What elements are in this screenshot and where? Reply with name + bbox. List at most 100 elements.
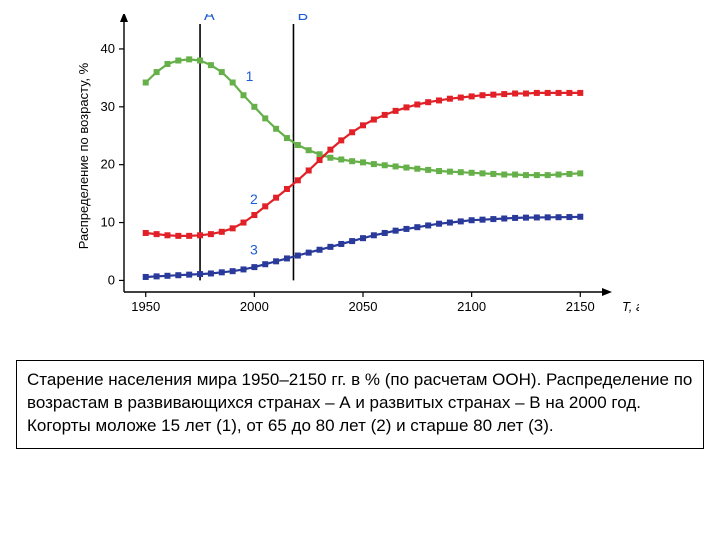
marker-series-3 bbox=[403, 226, 409, 232]
marker-series-3 bbox=[556, 214, 562, 220]
marker-series-1 bbox=[490, 171, 496, 177]
marker-series-2 bbox=[327, 147, 333, 153]
marker-series-2 bbox=[512, 90, 518, 96]
marker-series-1 bbox=[154, 69, 160, 75]
marker-series-1 bbox=[360, 159, 366, 165]
marker-series-2 bbox=[403, 104, 409, 110]
vline-label-B: B bbox=[297, 14, 308, 24]
marker-series-2 bbox=[534, 90, 540, 96]
caption-box: Старение населения мира 1950–2150 гг. в … bbox=[16, 360, 704, 449]
marker-series-1 bbox=[447, 169, 453, 175]
marker-series-3 bbox=[197, 271, 203, 277]
series-label-1: 1 bbox=[246, 68, 254, 84]
marker-series-2 bbox=[436, 97, 442, 103]
marker-series-2 bbox=[393, 108, 399, 114]
marker-series-2 bbox=[566, 90, 572, 96]
marker-series-2 bbox=[458, 95, 464, 101]
marker-series-1 bbox=[577, 170, 583, 176]
marker-series-2 bbox=[295, 177, 301, 183]
marker-series-1 bbox=[425, 167, 431, 173]
marker-series-2 bbox=[164, 232, 170, 238]
marker-series-3 bbox=[480, 217, 486, 223]
marker-series-2 bbox=[382, 112, 388, 118]
marker-series-3 bbox=[534, 214, 540, 220]
marker-series-2 bbox=[262, 203, 268, 209]
marker-series-3 bbox=[186, 272, 192, 278]
svg-text:10: 10 bbox=[101, 215, 115, 230]
marker-series-1 bbox=[371, 161, 377, 167]
marker-series-2 bbox=[360, 122, 366, 128]
marker-series-3 bbox=[317, 247, 323, 253]
svg-text:30: 30 bbox=[101, 99, 115, 114]
marker-series-2 bbox=[349, 129, 355, 135]
marker-series-1 bbox=[556, 172, 562, 178]
marker-series-3 bbox=[490, 216, 496, 222]
marker-series-3 bbox=[523, 215, 529, 221]
marker-series-1 bbox=[523, 172, 529, 178]
svg-text:2050: 2050 bbox=[349, 299, 378, 314]
marker-series-1 bbox=[273, 126, 279, 132]
marker-series-3 bbox=[501, 216, 507, 222]
marker-series-2 bbox=[414, 101, 420, 107]
marker-series-2 bbox=[469, 93, 475, 99]
marker-series-3 bbox=[262, 261, 268, 267]
marker-series-2 bbox=[306, 167, 312, 173]
line-chart: 01020304019502000205021002150T, годыРасп… bbox=[72, 14, 639, 344]
marker-series-2 bbox=[425, 99, 431, 105]
series-label-2: 2 bbox=[250, 191, 258, 207]
marker-series-2 bbox=[490, 92, 496, 98]
marker-series-3 bbox=[577, 214, 583, 220]
series-label-3: 3 bbox=[250, 241, 258, 257]
marker-series-2 bbox=[273, 195, 279, 201]
marker-series-1 bbox=[284, 135, 290, 141]
marker-series-1 bbox=[317, 151, 323, 157]
marker-series-1 bbox=[349, 158, 355, 164]
marker-series-3 bbox=[175, 272, 181, 278]
marker-series-1 bbox=[382, 162, 388, 168]
marker-series-1 bbox=[164, 61, 170, 67]
marker-series-1 bbox=[230, 80, 236, 86]
marker-series-1 bbox=[262, 115, 268, 121]
marker-series-1 bbox=[458, 169, 464, 175]
marker-series-3 bbox=[545, 214, 551, 220]
marker-series-1 bbox=[545, 172, 551, 178]
marker-series-1 bbox=[208, 62, 214, 68]
marker-series-1 bbox=[251, 104, 257, 110]
marker-series-1 bbox=[306, 147, 312, 153]
marker-series-1 bbox=[414, 166, 420, 172]
marker-series-3 bbox=[273, 258, 279, 264]
marker-series-2 bbox=[230, 225, 236, 231]
marker-series-2 bbox=[154, 231, 160, 237]
marker-series-3 bbox=[284, 255, 290, 261]
marker-series-1 bbox=[393, 163, 399, 169]
marker-series-3 bbox=[164, 273, 170, 279]
marker-series-1 bbox=[436, 168, 442, 174]
marker-series-3 bbox=[425, 222, 431, 228]
marker-series-2 bbox=[175, 233, 181, 239]
marker-series-1 bbox=[143, 80, 149, 86]
svg-text:40: 40 bbox=[101, 41, 115, 56]
marker-series-2 bbox=[523, 90, 529, 96]
marker-series-2 bbox=[208, 231, 214, 237]
marker-series-1 bbox=[197, 58, 203, 64]
y-axis-label: Распределение по возрасту, % bbox=[76, 62, 91, 249]
marker-series-3 bbox=[436, 221, 442, 227]
svg-text:20: 20 bbox=[101, 157, 115, 172]
marker-series-2 bbox=[480, 92, 486, 98]
marker-series-1 bbox=[469, 170, 475, 176]
marker-series-3 bbox=[219, 269, 225, 275]
marker-series-3 bbox=[360, 235, 366, 241]
svg-text:0: 0 bbox=[108, 272, 115, 287]
marker-series-3 bbox=[458, 218, 464, 224]
marker-series-3 bbox=[382, 230, 388, 236]
marker-series-2 bbox=[501, 91, 507, 97]
marker-series-1 bbox=[327, 155, 333, 161]
marker-series-3 bbox=[241, 266, 247, 272]
x-axis-label: T, годы bbox=[622, 299, 639, 314]
marker-series-2 bbox=[143, 230, 149, 236]
slide: { "chart": { "type": "line", "background… bbox=[0, 0, 720, 540]
svg-text:1950: 1950 bbox=[131, 299, 160, 314]
marker-series-3 bbox=[512, 215, 518, 221]
marker-series-1 bbox=[338, 156, 344, 162]
marker-series-3 bbox=[251, 264, 257, 270]
